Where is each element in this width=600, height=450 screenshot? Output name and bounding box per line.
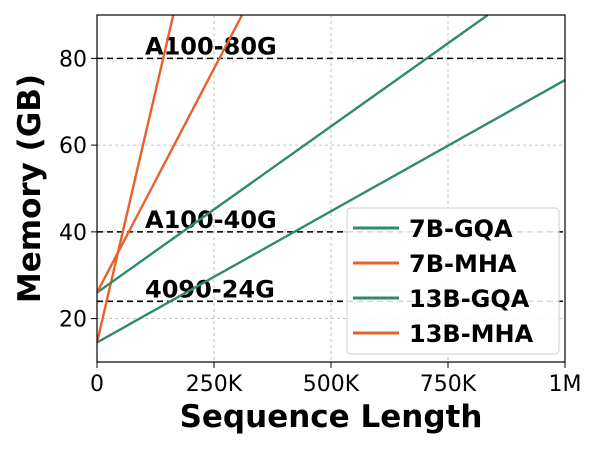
x-axis-title: Sequence Length xyxy=(180,399,483,435)
legend-label: 7B-GQA xyxy=(409,215,513,243)
series-line-7b-mha xyxy=(97,15,175,343)
y-tick-label: 40 xyxy=(59,221,87,246)
legend: 7B-GQA 7B-MHA 13B-GQA 13B-MHA xyxy=(346,207,560,355)
y-tick-label: 20 xyxy=(59,308,87,333)
x-tick-label: 750K xyxy=(420,372,477,397)
x-tick-label: 250K xyxy=(186,372,243,397)
y-tick-label: 80 xyxy=(59,47,87,72)
reference-label: A100-40G xyxy=(145,206,277,234)
axes: 0 250K 500K 750K 1M 20 40 60 80 Sequence Length Me… xyxy=(12,14,582,435)
x-tick-label: 1M xyxy=(549,372,582,397)
series-lines xyxy=(97,15,565,344)
legend-box xyxy=(346,207,560,355)
x-tick-label: 500K xyxy=(303,372,360,397)
legend-label: 13B-GQA xyxy=(409,285,530,313)
y-axis-title: Memory (GB) xyxy=(12,74,48,303)
series-line-13b-gqa xyxy=(97,15,489,294)
legend-label: 7B-MHA xyxy=(409,250,517,278)
series-line-7b-gqa xyxy=(97,79,565,344)
y-tick-label: 60 xyxy=(59,134,87,159)
legend-label: 13B-MHA xyxy=(409,320,534,348)
x-tick-label: 0 xyxy=(90,372,104,397)
series-line-13b-mha xyxy=(97,15,244,294)
